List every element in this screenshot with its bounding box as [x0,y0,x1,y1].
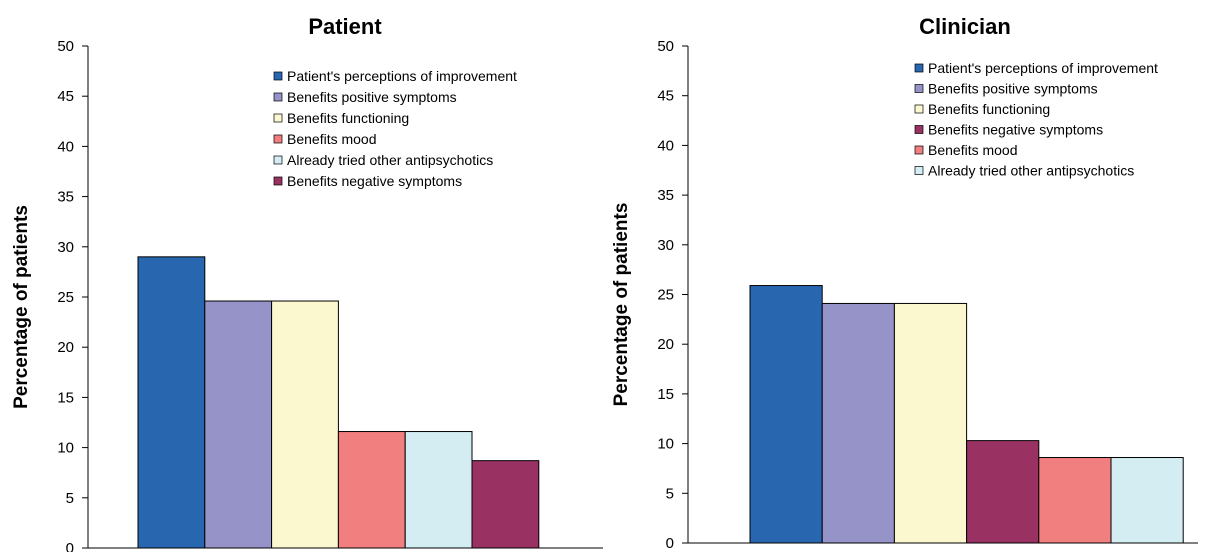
y-tick-label: 10 [657,436,674,453]
legend-swatch [914,104,924,114]
legend-label: Already tried other antipsychotics [928,163,1134,179]
legend-swatch [914,145,924,155]
y-tick-label: 35 [657,187,674,204]
legend-swatch [914,63,924,73]
y-tick-label: 40 [657,137,674,154]
y-tick-label: 10 [57,440,74,457]
y-tick-label: 25 [57,289,74,306]
legend-label: Benefits negative symptoms [287,173,462,189]
y-tick-label: 0 [666,535,674,552]
bar-patient-s-perceptions-of-improvement [137,256,206,549]
y-tick-label: 5 [666,485,674,502]
legend-label: Benefits positive symptoms [287,89,457,105]
y-axis-label: Percentage of patients [11,205,32,409]
legend-label: Already tried other antipsychotics [287,152,493,168]
bar-patient-s-perceptions-of-improvement [749,285,823,544]
y-tick-label: 5 [66,490,74,507]
y-tick-label: 30 [657,237,674,254]
y-tick-label: 30 [57,239,74,256]
bar-already-tried-other-antipsychotics [1110,457,1184,544]
chart-title: Patient [308,14,382,39]
legend-label: Patient's perceptions of improvement [928,60,1158,76]
legend-swatch [273,155,283,165]
y-tick-label: 35 [57,189,74,206]
legend-swatch [273,176,283,186]
chart-title: Clinician [919,14,1011,39]
legend-swatch [273,134,283,144]
bar-benefits-mood [1038,457,1112,544]
y-tick-label: 25 [657,287,674,304]
y-tick-label: 45 [57,88,74,105]
y-tick-label: 45 [657,88,674,105]
bar-benefits-negative-symptoms [966,440,1040,544]
legend-swatch [914,84,924,93]
legend-label: Benefits functioning [287,110,409,126]
clinician-chart: Clinician Percentage of patients 0 5 10 15 20 2… [611,14,1198,552]
y-tick-label: 0 [66,540,74,552]
legend: Patient's perceptions of improvement Bene… [273,68,517,189]
legend-label: Benefits functioning [928,101,1050,117]
y-tick-label: 15 [657,386,674,403]
bar-benefits-positive-symptoms [821,302,895,544]
legend-swatch [914,166,924,175]
patient-chart: Patient Percentage of patients 0 5 10 15 20 25 3… [11,14,603,552]
bar-benefits-positive-symptoms [204,300,273,549]
legend-swatch [273,113,283,123]
bar-benefits-functioning [271,300,339,549]
y-tick-label: 15 [57,389,74,406]
bar-already-tried-other-antipsychotics [404,431,473,549]
legend-label: Patient's perceptions of improvement [287,68,517,84]
bar-benefits-negative-symptoms [471,460,540,549]
legend-label: Benefits mood [287,131,377,147]
legend-label: Benefits negative symptoms [928,122,1103,138]
legend-swatch [273,92,283,102]
legend-swatch [914,125,924,134]
y-tick-label: 50 [57,38,74,55]
legend-label: Benefits mood [928,142,1018,158]
y-tick-label: 50 [657,38,674,55]
y-tick-label: 20 [57,339,74,356]
y-tick-label: 20 [657,336,674,353]
bar-benefits-mood [337,431,406,549]
legend: Patient's perceptions of improvement Bene… [914,60,1158,179]
bar-benefits-functioning [893,302,968,544]
y-axis-label: Percentage of patients [611,203,632,407]
y-tick-label: 40 [57,138,74,155]
legend-swatch [273,71,283,81]
legend-label: Benefits positive symptoms [928,81,1098,97]
